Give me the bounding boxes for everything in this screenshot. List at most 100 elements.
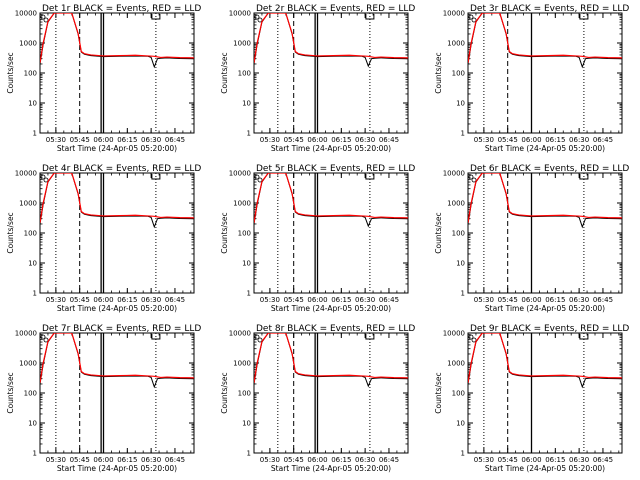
y-tick-label: 1000 <box>447 200 465 208</box>
plot-frame <box>39 332 195 454</box>
start-marker <box>468 14 474 20</box>
x-tick-label: 05:45 <box>70 296 90 304</box>
x-tick-label: 06:30 <box>569 296 589 304</box>
y-tick-label: 1 <box>461 450 465 458</box>
y-tick-label: 10000 <box>443 170 465 178</box>
series-line-lld <box>40 13 194 63</box>
x-tick-label: 05:45 <box>70 456 90 464</box>
y-tick-label: 10 <box>28 260 37 268</box>
y-axis-label: Counts/sec <box>434 212 443 253</box>
series-line-lld <box>468 13 622 63</box>
x-tick-label: 05:45 <box>284 456 304 464</box>
chart-title: Det 2r BLACK = Events, RED = LLD <box>256 4 415 14</box>
chart-panel-3: Det 3r BLACK = Events, RED = LLD 1 10 100 10… <box>434 4 629 153</box>
series-line-events <box>40 13 194 69</box>
start-marker <box>254 14 260 20</box>
x-tick-label: 06:30 <box>355 296 375 304</box>
x-tick-label: 05:30 <box>474 296 494 304</box>
x-tick-label: 06:30 <box>355 136 375 144</box>
y-tick-label: 1 <box>247 450 251 458</box>
y-tick-label: 10000 <box>443 330 465 338</box>
y-tick-label: 100 <box>24 390 37 398</box>
plot-frame <box>467 12 623 134</box>
chart-panel-4: Det 4r BLACK = Events, RED = LLD 1 10 100 10… <box>6 164 201 313</box>
start-marker <box>254 174 260 180</box>
x-axis-label: Start Time (24-Apr-05 05:20:00) <box>57 144 177 153</box>
y-tick-label: 10000 <box>229 170 251 178</box>
start-marker <box>257 337 263 343</box>
x-axis-label: Start Time (24-Apr-05 05:20:00) <box>271 464 391 473</box>
start-marker <box>43 177 49 183</box>
y-tick-label: 100 <box>452 70 465 78</box>
series-line-events <box>468 333 622 389</box>
x-tick-label: 05:30 <box>46 136 66 144</box>
y-axis-label: Counts/sec <box>6 372 15 413</box>
y-tick-label: 100 <box>238 70 251 78</box>
chart-panel-6: Det 6r BLACK = Events, RED = LLD 1 10 100 10… <box>434 164 629 313</box>
y-tick-label: 10 <box>242 100 251 108</box>
x-tick-label: 06:00 <box>307 296 327 304</box>
y-tick-label: 10 <box>456 420 465 428</box>
plot-frame <box>467 332 623 454</box>
y-tick-label: 100 <box>452 230 465 238</box>
chart-title: Det 3r BLACK = Events, RED = LLD <box>470 4 629 14</box>
x-axis-label: Start Time (24-Apr-05 05:20:00) <box>57 304 177 313</box>
x-tick-label: 05:30 <box>46 296 66 304</box>
y-tick-label: 10 <box>242 420 251 428</box>
series-line-lld <box>468 173 622 223</box>
y-axis-label: Counts/sec <box>434 372 443 413</box>
chart-title: Det 4r BLACK = Events, RED = LLD <box>42 164 201 174</box>
y-axis-label: Counts/sec <box>220 52 229 93</box>
state-bracket-marker <box>365 174 375 180</box>
x-tick-label: 05:45 <box>498 456 518 464</box>
y-tick-label: 100 <box>238 230 251 238</box>
x-tick-label: 05:45 <box>284 296 304 304</box>
y-tick-label: 1000 <box>233 200 251 208</box>
series-line-events <box>254 13 408 68</box>
x-tick-label: 05:30 <box>46 456 66 464</box>
y-tick-label: 1000 <box>447 360 465 368</box>
start-marker <box>471 17 477 23</box>
series-line-events <box>40 173 194 229</box>
y-tick-label: 1000 <box>19 200 37 208</box>
x-tick-label: 06:00 <box>93 296 113 304</box>
x-axis-label: Start Time (24-Apr-05 05:20:00) <box>485 144 605 153</box>
y-axis-label: Counts/sec <box>434 52 443 93</box>
y-tick-label: 1000 <box>233 40 251 48</box>
x-tick-label: 05:30 <box>260 456 280 464</box>
y-tick-label: 10 <box>28 100 37 108</box>
x-tick-label: 06:00 <box>521 136 541 144</box>
series-line-events <box>468 13 622 69</box>
start-marker <box>40 334 46 340</box>
chart-panel-9: Det 9r BLACK = Events, RED = LLD 1 10 100 10… <box>434 324 629 473</box>
x-tick-label: 06:15 <box>117 136 137 144</box>
x-tick-label: 06:15 <box>331 296 351 304</box>
y-tick-label: 1000 <box>233 360 251 368</box>
x-tick-label: 05:45 <box>498 296 518 304</box>
x-tick-label: 06:45 <box>165 296 185 304</box>
state-bracket-marker <box>151 334 161 340</box>
x-tick-label: 06:45 <box>593 456 613 464</box>
y-tick-label: 10 <box>28 420 37 428</box>
x-tick-label: 06:15 <box>545 456 565 464</box>
x-tick-label: 06:45 <box>379 296 399 304</box>
chart-title: Det 9r BLACK = Events, RED = LLD <box>470 324 629 334</box>
x-tick-label: 06:15 <box>331 136 351 144</box>
series-group <box>40 333 194 389</box>
y-tick-label: 10 <box>242 260 251 268</box>
y-tick-label: 1 <box>461 290 465 298</box>
y-tick-label: 10 <box>456 100 465 108</box>
x-axis-label: Start Time (24-Apr-05 05:20:00) <box>271 144 391 153</box>
y-tick-label: 100 <box>238 390 251 398</box>
start-marker <box>468 334 474 340</box>
start-marker <box>40 174 46 180</box>
x-axis-label: Start Time (24-Apr-05 05:20:00) <box>271 304 391 313</box>
y-tick-label: 1 <box>33 130 37 138</box>
state-bracket-marker <box>579 174 589 180</box>
y-tick-label: 10000 <box>15 10 37 18</box>
start-marker <box>43 337 49 343</box>
x-tick-label: 06:15 <box>117 296 137 304</box>
chart-panel-1: Det 1r BLACK = Events, RED = LLD 1 10 100 10… <box>6 4 201 153</box>
